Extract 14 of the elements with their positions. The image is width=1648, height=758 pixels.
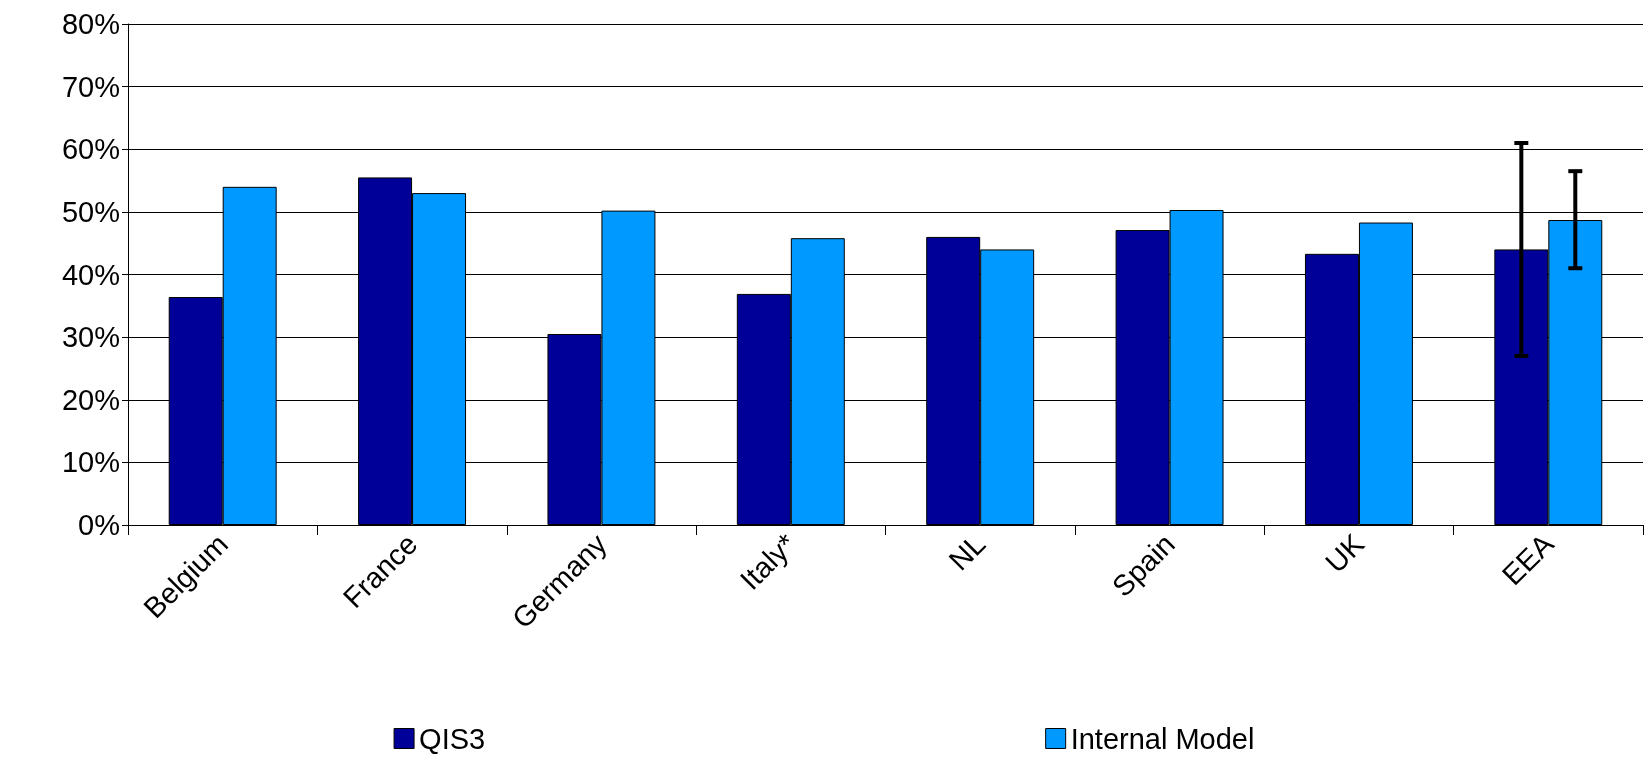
y-tick-label: 40% (61, 258, 120, 291)
y-tick-label: 20% (61, 383, 120, 416)
y-tick-label: 50% (61, 195, 120, 228)
y-tick-label: 30% (61, 321, 120, 354)
y-tick-label: 10% (61, 446, 120, 479)
x-tick-label: EEA (1495, 527, 1561, 592)
y-tick-label: 70% (61, 70, 120, 103)
legend-label: QIS3 (419, 722, 486, 755)
x-tick-label: UK (1319, 527, 1371, 579)
x-tick-label: NL (942, 527, 992, 577)
y-tick-label: 60% (61, 133, 120, 166)
legend-label: Internal Model (1070, 722, 1255, 755)
y-tick-label: 0% (78, 509, 120, 541)
y-tick-label: 80% (61, 8, 120, 40)
